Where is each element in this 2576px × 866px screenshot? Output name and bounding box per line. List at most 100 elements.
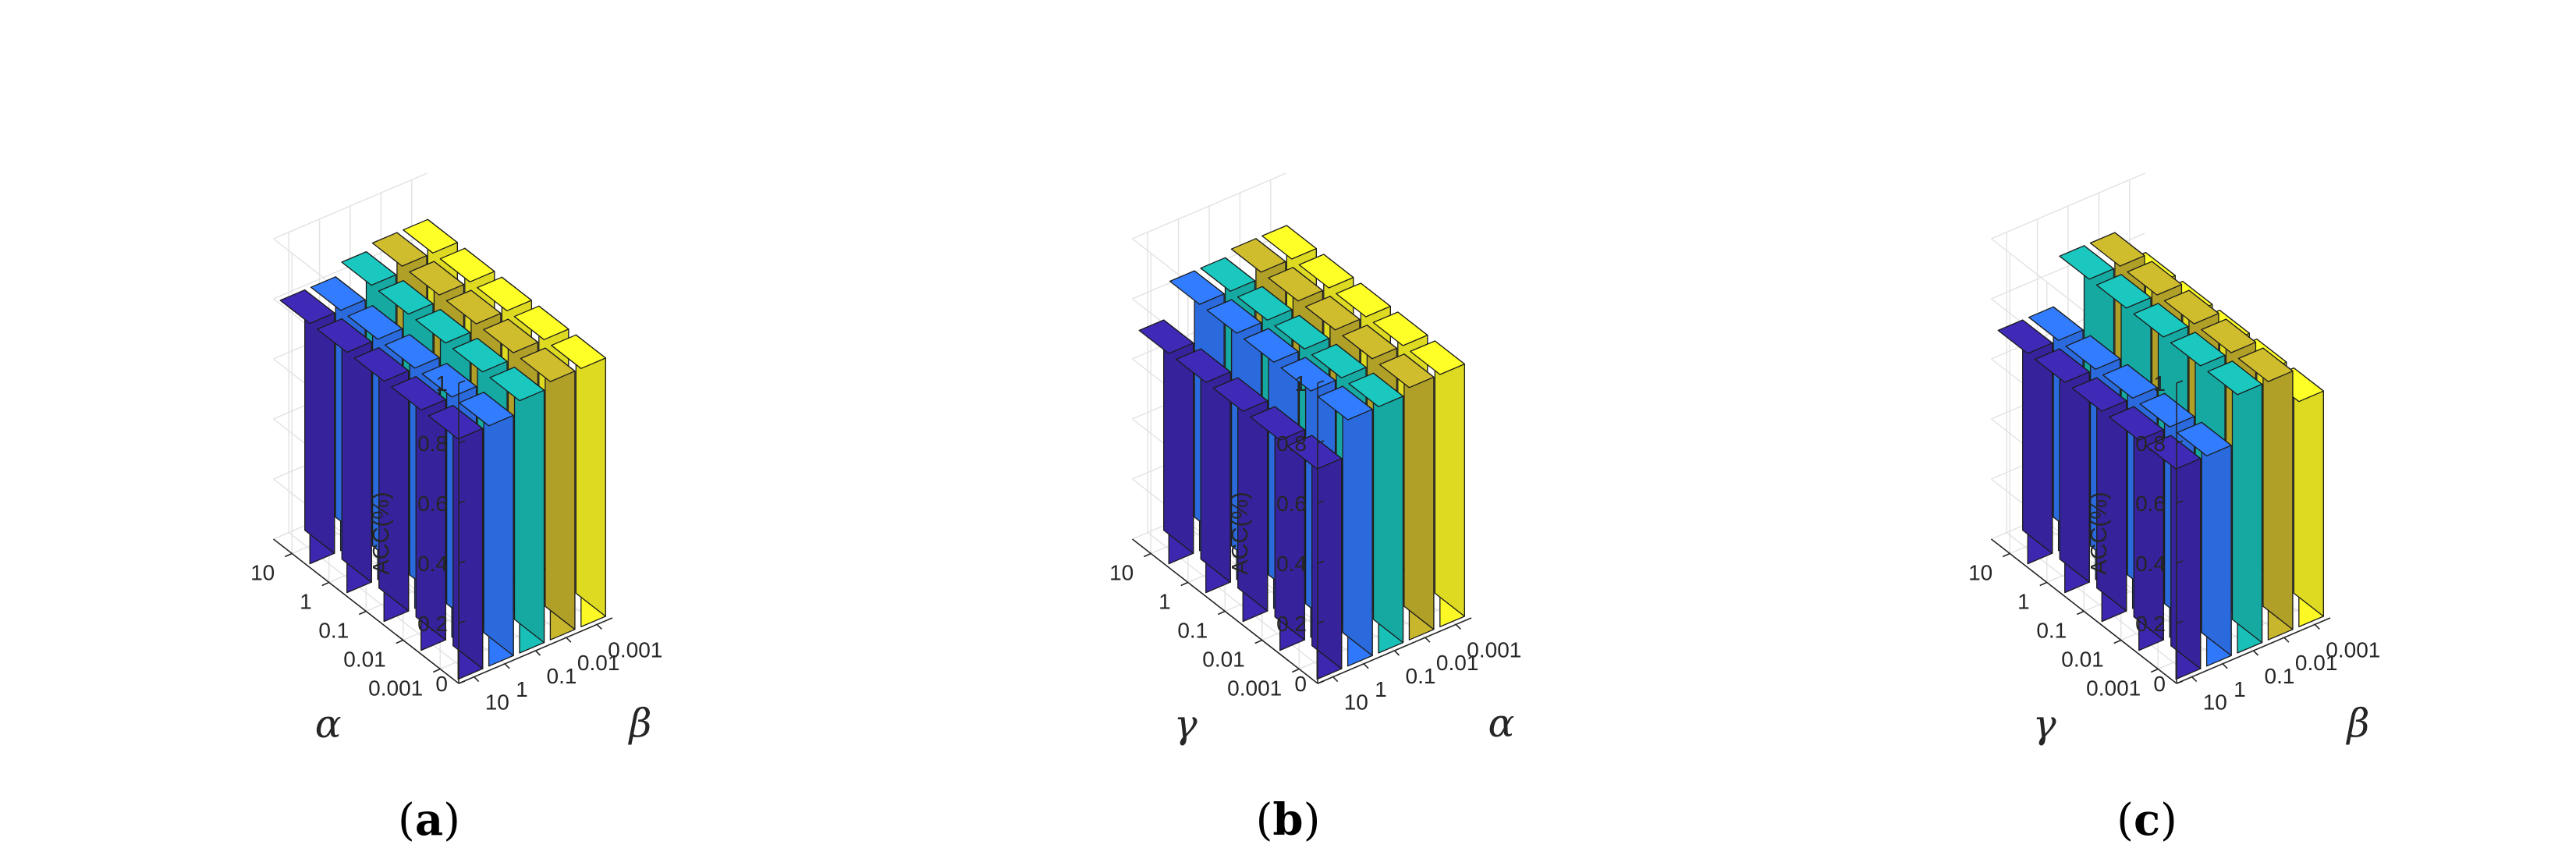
- z-axis-label: ACC(%): [1228, 492, 1253, 574]
- z-tick-label: 0.8: [1276, 431, 1307, 456]
- z-tick-label: 0.4: [2135, 552, 2166, 576]
- row-tick-label: 0.01: [343, 648, 386, 672]
- col-tick-label: 0.1: [1406, 664, 1436, 688]
- bar-top-face: [1169, 270, 1225, 305]
- bar-top-face: [2059, 245, 2115, 280]
- row-tick: [2002, 552, 2010, 558]
- col-tick-label: 10: [1344, 690, 1368, 715]
- axes: 00.20.40.60.81ACC(%)1010.10.010.0011010.…: [1968, 371, 2380, 747]
- col-tick-label: 1: [1375, 677, 1387, 701]
- bar-top-face: [1378, 353, 1435, 389]
- row-tick-label: 0.1: [1177, 619, 1208, 643]
- col-tick-label: 1: [516, 677, 528, 701]
- col-tick-label: 1: [2234, 677, 2246, 701]
- col-axis-label: β: [628, 701, 652, 746]
- row-tick: [284, 552, 293, 558]
- bar-top-face: [310, 276, 366, 311]
- bar-side-face: [1311, 435, 1343, 669]
- z-axis-label: ACC(%): [369, 492, 394, 574]
- bar-top-face: [551, 334, 606, 369]
- bar-top-face: [403, 218, 458, 254]
- z-tick: [2176, 380, 2184, 384]
- bar-top-face: [1342, 325, 1398, 360]
- bar-side-face: [1403, 353, 1435, 630]
- bar-top-face: [421, 363, 477, 398]
- bar-top-face: [2071, 377, 2127, 412]
- bar-top-face: [1348, 372, 1404, 407]
- col-tick-label: 0.01: [2295, 651, 2338, 675]
- bar-top-face: [2035, 348, 2090, 383]
- bar: [551, 334, 606, 628]
- bar-side-face: [513, 366, 545, 644]
- col-tick: [504, 663, 510, 669]
- bar-side-face: [2293, 367, 2324, 617]
- col-axis-label: α: [1488, 701, 1515, 746]
- col-tick: [474, 676, 480, 683]
- col-axis-label: β: [2346, 701, 2370, 746]
- z-tick-label: 0.2: [2135, 612, 2166, 636]
- row-tick-label: 10: [1968, 561, 1992, 585]
- bar-side-face: [575, 334, 606, 617]
- bar-top-face: [428, 404, 484, 440]
- bar: [353, 346, 410, 623]
- bar-top-face: [1212, 377, 1268, 412]
- bar: [2145, 435, 2202, 680]
- z-tick-label: 1: [2153, 371, 2166, 396]
- row-tick-label: 0.01: [2061, 648, 2104, 672]
- bar-top-face: [1997, 319, 2053, 354]
- col-tick-label: 0.001: [2326, 637, 2380, 662]
- row-tick: [1217, 610, 1226, 616]
- panel-caption: (c): [2117, 794, 2177, 846]
- bar-top-face: [371, 232, 428, 267]
- bar-top-face: [391, 375, 446, 411]
- bar: [1176, 348, 1231, 594]
- bars: [1138, 225, 1465, 680]
- bar: [1410, 340, 1465, 628]
- row-tick: [2076, 610, 2085, 616]
- row-tick: [2150, 668, 2159, 673]
- bar-top-face: [2028, 306, 2084, 341]
- bar-side-face: [483, 392, 514, 657]
- bar: [2176, 421, 2232, 667]
- row-tick-label: 10: [1109, 561, 1134, 585]
- col-tick: [1363, 663, 1369, 669]
- bar: [279, 289, 335, 565]
- row-tick: [1180, 581, 1189, 587]
- col-tick-label: 0.01: [1436, 651, 1479, 675]
- bar: [1286, 435, 1343, 680]
- col-tick-label: 0.1: [2265, 664, 2295, 688]
- bar-top-face: [409, 261, 465, 296]
- z-tick: [458, 560, 466, 564]
- bar-top-face: [279, 289, 335, 325]
- bar-top-face: [2089, 232, 2145, 267]
- row-tick: [1254, 639, 1263, 644]
- bar-side-face: [2201, 421, 2232, 657]
- row-tick: [396, 639, 404, 644]
- z-tick: [1317, 620, 1325, 624]
- bar-side-face: [1434, 340, 1465, 617]
- row-tick: [432, 668, 441, 673]
- bar-top-face: [1336, 282, 1391, 318]
- bar-top-face: [2201, 318, 2257, 353]
- chart-panel-c: 0 0.2 0.4 0.6 0.8 1 ACC(%) 10 1 0.1 0.01 0.001 10 1 0.…: [1718, 0, 2576, 866]
- bar-top-face: [2109, 406, 2164, 441]
- row-tick: [1143, 552, 1151, 558]
- bar-side-face: [2170, 435, 2202, 669]
- bar-top-face: [1206, 299, 1262, 334]
- bar: [1138, 319, 1194, 565]
- bar-top-face: [2133, 303, 2189, 338]
- z-tick: [2176, 440, 2184, 444]
- chart-panel-b: 0 0.2 0.4 0.6 0.8 1 ACC(%) 10 1 0.1 0.01 0.001 10 1 0.…: [859, 0, 1717, 866]
- bar-top-face: [2127, 261, 2183, 296]
- col-tick: [2314, 623, 2320, 630]
- bar: [2207, 360, 2263, 654]
- bar-side-face: [545, 347, 576, 630]
- z-tick: [2176, 560, 2184, 564]
- bar-side-face: [2231, 360, 2263, 644]
- row-tick-label: 0.001: [368, 676, 423, 701]
- bar-top-face: [1317, 385, 1373, 421]
- chart-panel-a: 0 0.2 0.4 0.6 0.8 1 ACC(%) 10 1 0.1 0.01 0.001 10 1 0.…: [0, 0, 858, 866]
- col-tick: [534, 650, 541, 656]
- bar-top-face: [520, 347, 576, 382]
- bar-side-face: [452, 404, 484, 669]
